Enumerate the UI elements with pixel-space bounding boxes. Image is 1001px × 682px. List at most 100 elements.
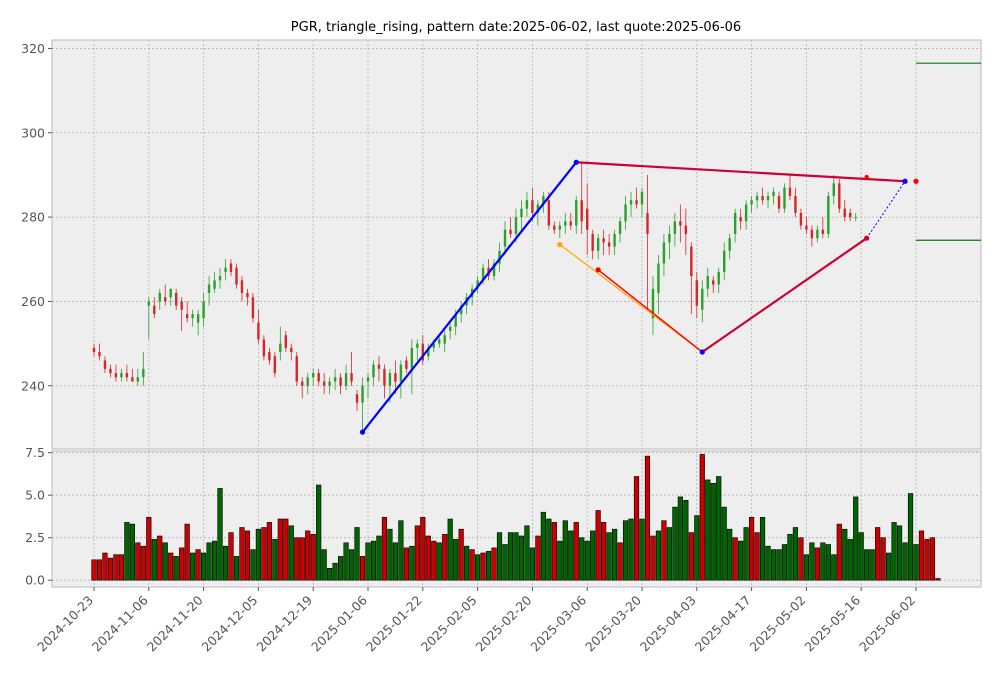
candle-body bbox=[596, 238, 600, 251]
candle-body bbox=[421, 343, 424, 361]
volume-bar bbox=[699, 454, 705, 581]
volume-bar bbox=[557, 540, 563, 581]
volume-bar bbox=[469, 549, 475, 581]
pattern-red-line bbox=[597, 269, 703, 353]
candle-body bbox=[525, 200, 529, 209]
volume-bar bbox=[798, 537, 804, 581]
volume-bar bbox=[239, 527, 245, 581]
volume-bar bbox=[474, 554, 481, 581]
volume-bar bbox=[694, 515, 700, 581]
volume-bar bbox=[787, 533, 793, 581]
volume-bar bbox=[896, 525, 903, 581]
candle-body bbox=[131, 377, 134, 382]
volume-bar bbox=[348, 549, 355, 581]
x-tick-label: 2025-02-20 bbox=[473, 592, 535, 654]
candle-body bbox=[755, 196, 759, 201]
volume-bar bbox=[129, 523, 135, 581]
volume-bar bbox=[321, 549, 327, 581]
pattern-point bbox=[595, 267, 601, 273]
candle-body bbox=[476, 280, 479, 289]
volume-bar bbox=[727, 528, 733, 581]
x-tick-label: 2025-02-05 bbox=[418, 593, 480, 655]
volume-bar bbox=[310, 533, 316, 581]
candle-body bbox=[657, 263, 660, 293]
volume-bar bbox=[902, 542, 908, 581]
candle-body bbox=[613, 233, 616, 247]
candle-body bbox=[333, 377, 337, 382]
volume-bar bbox=[907, 493, 914, 581]
candle-body bbox=[443, 335, 446, 344]
candle-body bbox=[701, 288, 704, 310]
volume-bar bbox=[491, 547, 497, 581]
volume-bar bbox=[781, 544, 788, 581]
volume-bar bbox=[688, 532, 694, 581]
volume-bar bbox=[644, 455, 651, 581]
volume-bar bbox=[201, 552, 207, 581]
candle-body bbox=[290, 347, 293, 353]
volume-bar bbox=[858, 532, 864, 581]
volume-bar bbox=[277, 518, 283, 581]
volume-bar bbox=[568, 530, 574, 581]
candle-body bbox=[591, 233, 594, 251]
x-tick-label: 2025-05-02 bbox=[747, 593, 809, 655]
candle-body bbox=[673, 221, 677, 234]
candle-body bbox=[262, 339, 266, 357]
volume-bar bbox=[261, 527, 267, 581]
candle-body bbox=[586, 208, 589, 230]
volume-bar bbox=[853, 496, 859, 581]
volume-bar bbox=[447, 518, 453, 581]
pattern-point bbox=[864, 235, 870, 241]
candle-body bbox=[558, 225, 561, 230]
candle-body bbox=[372, 364, 375, 378]
candle-body bbox=[240, 280, 244, 293]
pattern-point bbox=[913, 178, 919, 184]
volume-bar bbox=[255, 528, 262, 581]
volume-bar bbox=[529, 547, 535, 581]
price-tick-label: 280 bbox=[21, 210, 45, 225]
candle-body bbox=[306, 377, 309, 386]
volume-bar bbox=[595, 510, 601, 581]
candle-body bbox=[191, 314, 194, 319]
price-panel: 240 260 280 300 320 bbox=[21, 39, 982, 450]
volume-bar bbox=[107, 557, 114, 581]
x-tick-label: 2025-01-22 bbox=[363, 593, 425, 655]
candle-body bbox=[328, 381, 331, 386]
candle-body bbox=[377, 364, 381, 369]
candle-body bbox=[432, 343, 435, 348]
volume-bar bbox=[677, 496, 683, 581]
volume-bar bbox=[831, 554, 837, 581]
pattern-point bbox=[557, 241, 563, 248]
volume-bar bbox=[748, 516, 755, 581]
volume-bar bbox=[392, 542, 399, 581]
volume-bar bbox=[924, 539, 930, 581]
volume-bar bbox=[875, 527, 881, 581]
volume-bar bbox=[869, 549, 875, 581]
candle-body bbox=[246, 292, 249, 298]
candle-body bbox=[92, 347, 96, 353]
volume-bar bbox=[102, 552, 108, 581]
candle-body bbox=[777, 196, 781, 209]
candle-body bbox=[213, 280, 216, 289]
volume-bar bbox=[683, 499, 689, 581]
volume-bar bbox=[820, 542, 826, 581]
candle-body bbox=[317, 373, 320, 382]
candle-body bbox=[679, 221, 682, 226]
volume-bar bbox=[628, 518, 634, 581]
candle-body bbox=[821, 229, 825, 234]
volume-bar bbox=[847, 539, 853, 581]
candle-body bbox=[136, 377, 140, 382]
volume-bar bbox=[162, 542, 168, 581]
volume-bar bbox=[299, 537, 305, 581]
candle-body bbox=[410, 347, 414, 369]
volume-bar bbox=[354, 527, 360, 581]
volume-bar bbox=[403, 547, 409, 581]
candle-body bbox=[301, 381, 304, 386]
candle-body bbox=[838, 183, 841, 209]
candle-body bbox=[114, 373, 118, 378]
candle-body bbox=[717, 271, 720, 285]
volume-bar bbox=[496, 532, 503, 581]
volume-bar bbox=[738, 540, 744, 581]
candle-body bbox=[169, 288, 172, 298]
volume-bar bbox=[244, 530, 251, 581]
